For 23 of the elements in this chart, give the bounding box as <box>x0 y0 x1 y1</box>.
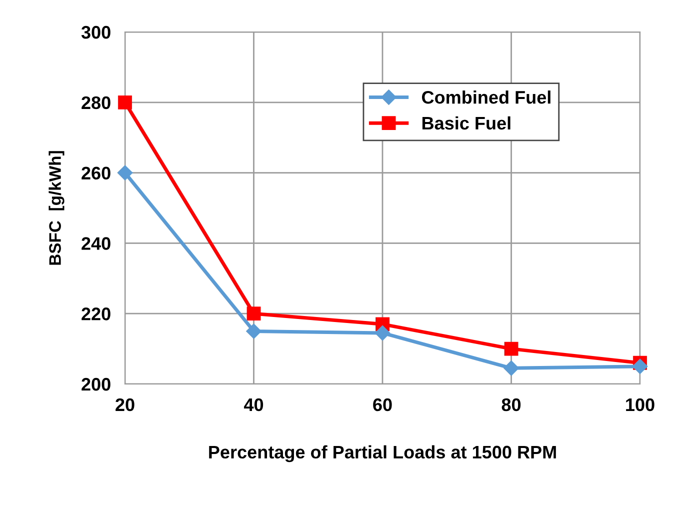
point <box>374 325 390 341</box>
point <box>118 95 132 110</box>
legend-label: Basic Fuel <box>422 116 510 130</box>
legend-label: Combined Fuel <box>422 90 550 104</box>
y-tick-label: 300 <box>81 26 110 39</box>
point <box>504 360 519 376</box>
point <box>632 358 648 374</box>
point <box>246 324 262 339</box>
y-tick-label: 240 <box>82 237 110 250</box>
point <box>246 306 261 321</box>
point <box>504 342 518 356</box>
y-tick-label: 200 <box>82 378 110 391</box>
x-tick-label: 20 <box>116 398 134 412</box>
point <box>117 165 133 180</box>
x-axis-title: Percentage of Partial Loads at 1500 RPM <box>209 445 556 462</box>
x-tick-label: 100 <box>626 398 654 412</box>
x-tick-label: 40 <box>244 398 264 412</box>
y-tick-label: 280 <box>82 96 110 110</box>
y-tick-label: 260 <box>82 166 110 180</box>
x-tick-label: 60 <box>373 398 392 412</box>
y-axis-title: BSFC [g/kWh] <box>48 151 64 265</box>
x-tick-label: 80 <box>502 398 521 412</box>
y-tick-label: 220 <box>82 308 110 320</box>
